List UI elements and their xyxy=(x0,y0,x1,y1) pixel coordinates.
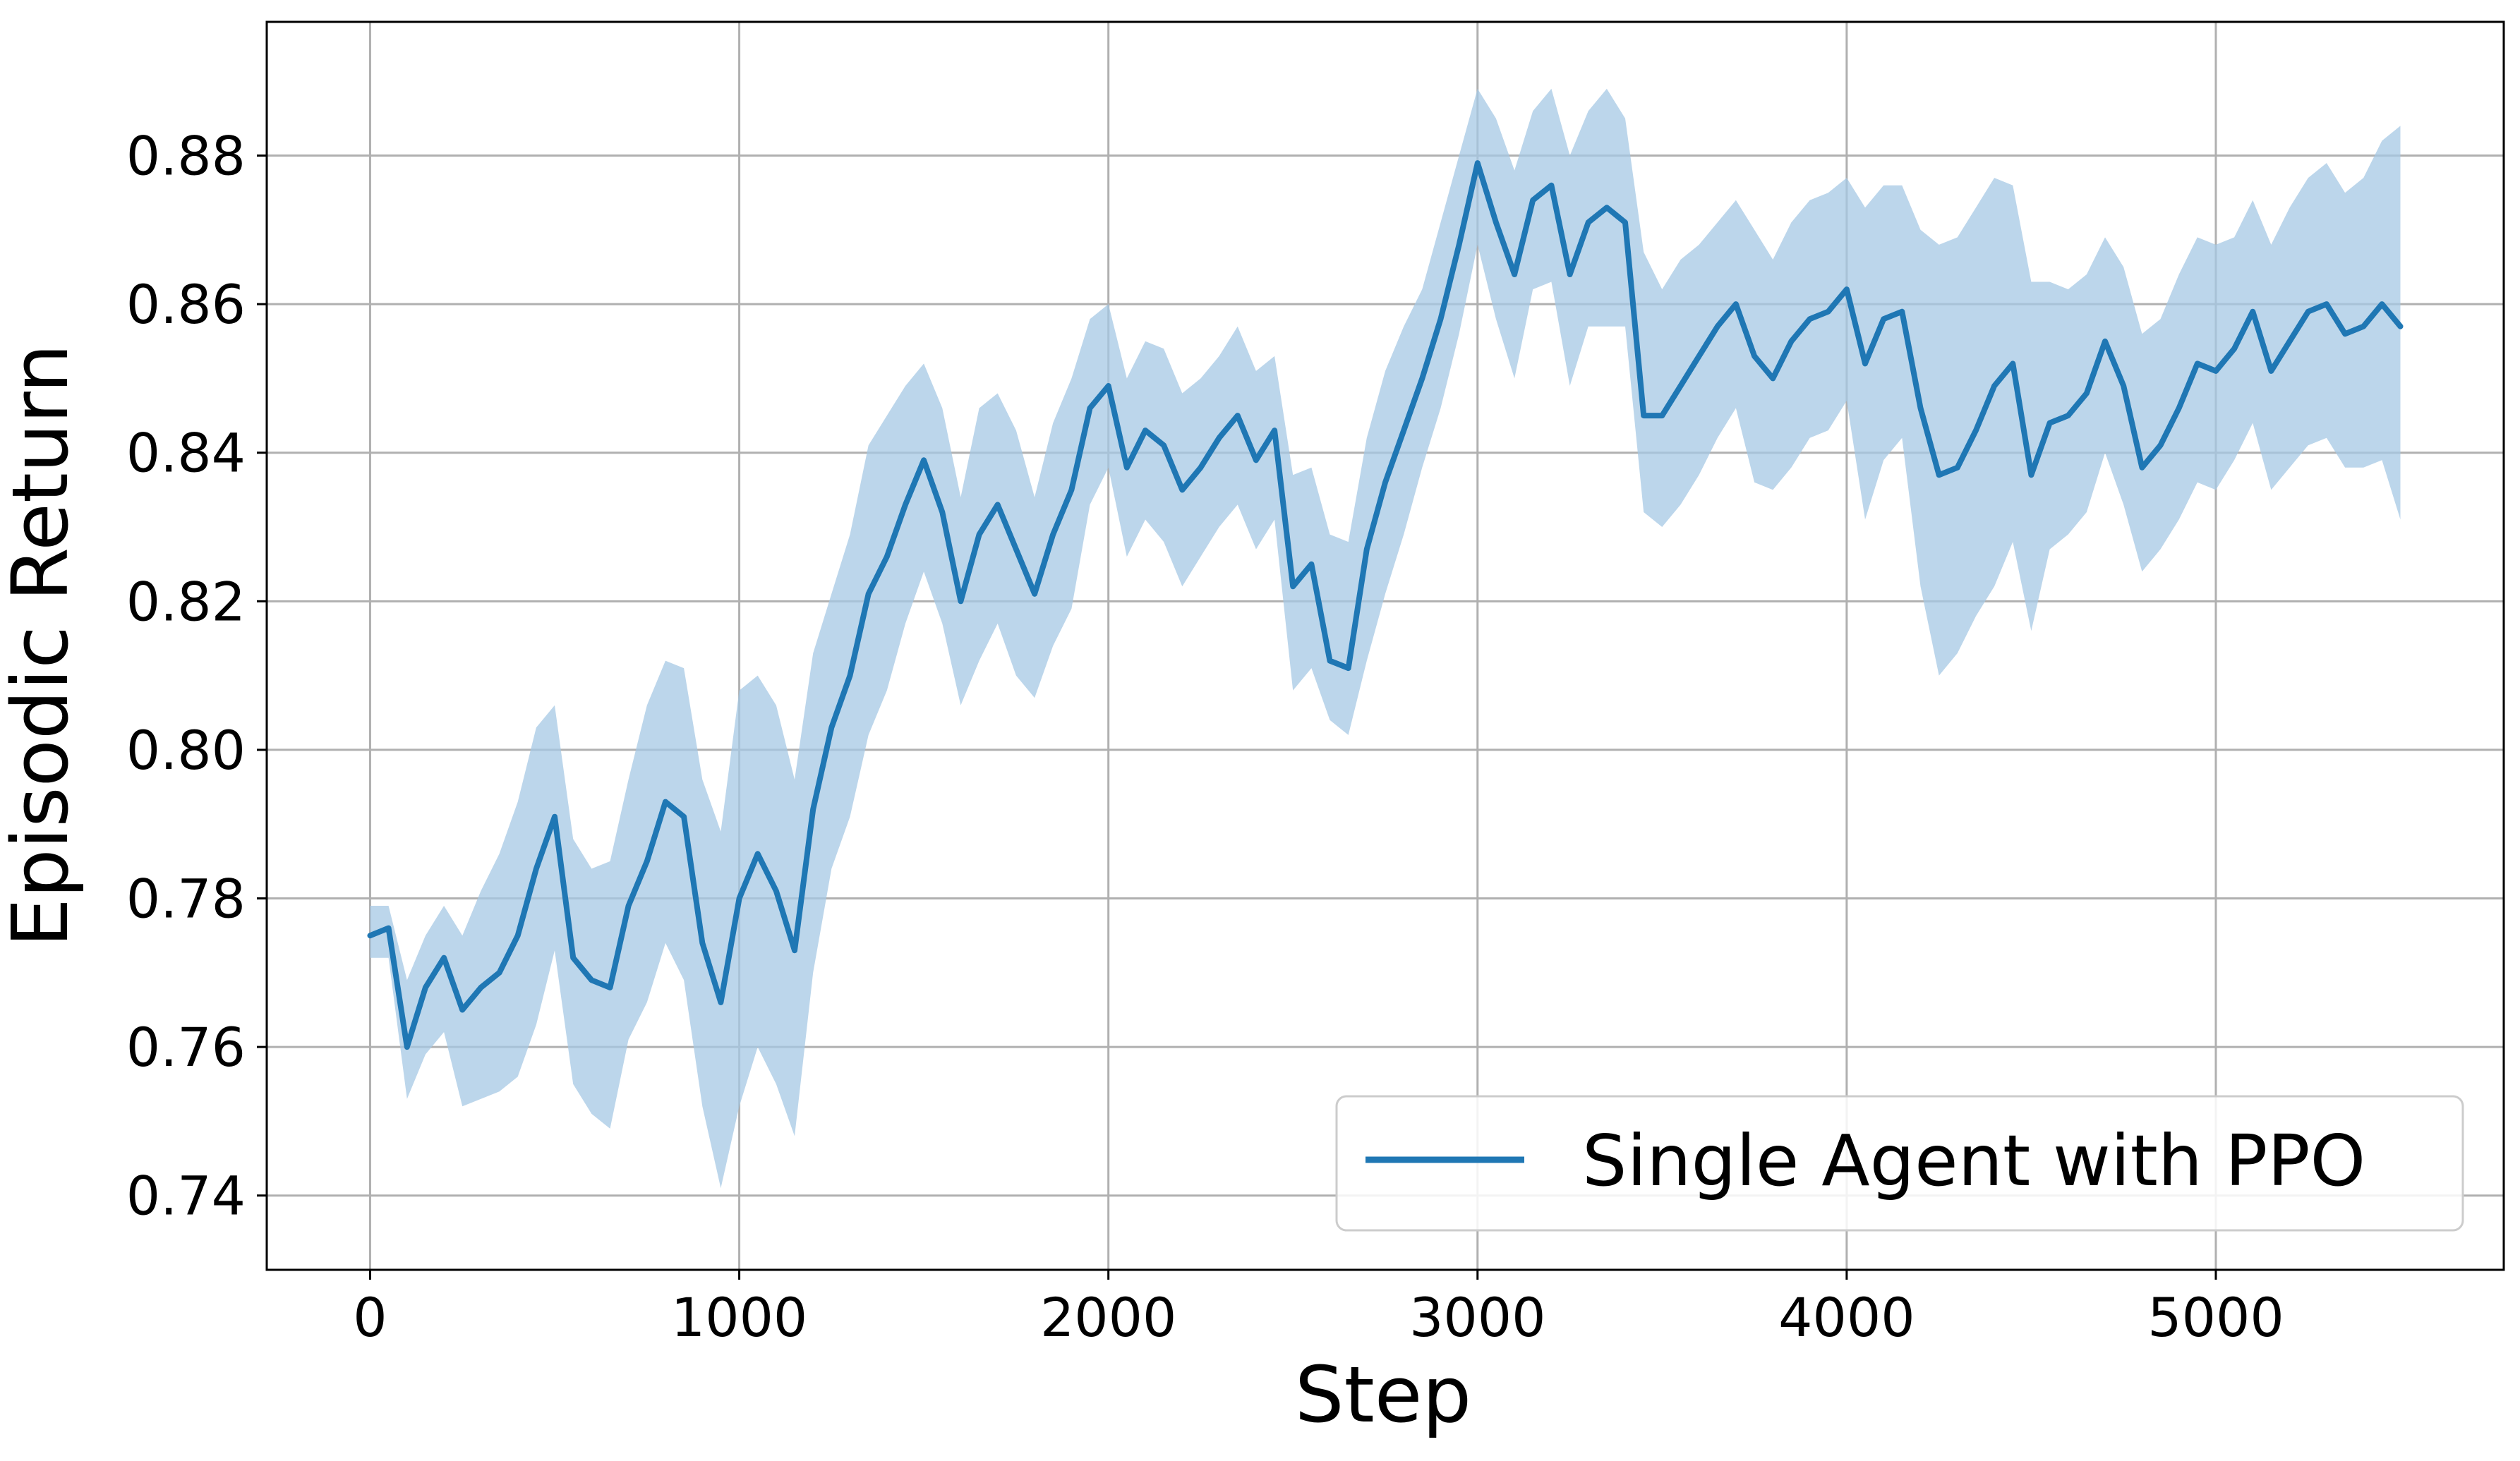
y-axis-ticks: 0.74 0.76 0.78 0.80 0.82 0.84 0.86 0.88 xyxy=(126,125,267,1227)
y-tick-label: 0.74 xyxy=(126,1165,246,1227)
y-tick-label: 0.78 xyxy=(126,868,246,930)
x-tick-label: 5000 xyxy=(2147,1286,2284,1349)
y-axis-title: Episodic Return xyxy=(0,344,85,947)
series-line-group xyxy=(367,160,2404,1050)
y-tick-label: 0.80 xyxy=(126,719,246,782)
plot-frame xyxy=(265,20,2505,1271)
x-tick-label: 1000 xyxy=(671,1286,807,1349)
x-tick-label: 4000 xyxy=(1778,1286,1915,1349)
x-axis-ticks: 0 1000 2000 3000 4000 5000 xyxy=(353,1270,2284,1349)
y-tick-label: 0.86 xyxy=(126,273,246,336)
x-axis-title: Step xyxy=(1295,1350,1471,1440)
y-tick-label: 0.76 xyxy=(126,1016,246,1079)
x-tick-label: 3000 xyxy=(1409,1286,1545,1349)
confidence-band xyxy=(370,88,2401,1189)
x-tick-label: 2000 xyxy=(1040,1286,1176,1349)
legend-box xyxy=(1335,1095,2464,1232)
y-tick-label: 0.82 xyxy=(126,570,246,633)
confidence-band-group xyxy=(370,88,2401,1189)
series-line xyxy=(367,160,2404,1050)
y-tick-label: 0.84 xyxy=(126,422,246,485)
y-tick-label: 0.88 xyxy=(126,125,246,188)
legend: Single Agent with PPO xyxy=(1335,1095,2464,1232)
x-tick-label: 0 xyxy=(353,1286,387,1349)
legend-entry-label: Single Agent with PPO xyxy=(1582,1120,2365,1202)
